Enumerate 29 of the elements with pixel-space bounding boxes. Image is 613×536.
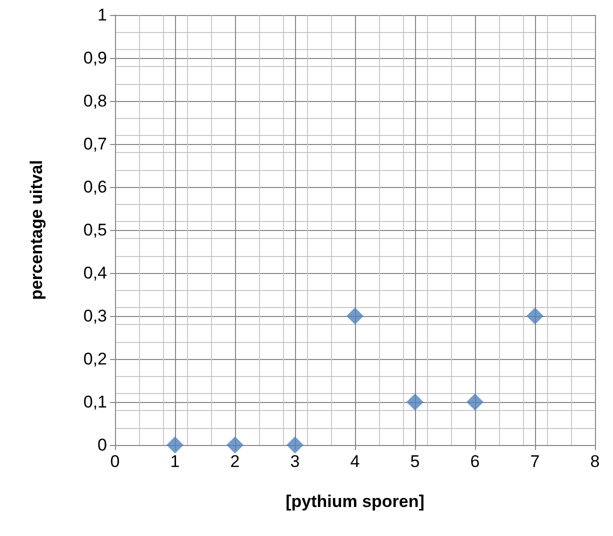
x-axis-title: [pythium sporen] <box>286 492 424 511</box>
point <box>226 436 244 454</box>
point <box>286 436 304 454</box>
x-tick-label: 7 <box>530 452 540 471</box>
point <box>346 308 364 324</box>
y-tick-label: 0,8 <box>83 92 107 110</box>
y-tick-label: 1 <box>98 6 107 24</box>
x-tick-label: 6 <box>470 452 480 471</box>
y-tick-label: 0,9 <box>83 48 107 68</box>
point <box>406 394 424 410</box>
y-tick-label: 0,7 <box>83 134 107 154</box>
x-tick-label: 2 <box>230 452 240 471</box>
point <box>166 436 184 454</box>
x-tick-label: 3 <box>290 452 300 471</box>
y-tick-label: 0,4 <box>83 264 107 282</box>
y-tick-label: 0,3 <box>83 306 107 326</box>
x-tick-label: 1 <box>170 452 180 471</box>
x-tick-label: 0 <box>110 452 120 471</box>
x-tick-label: 4 <box>350 452 360 471</box>
point <box>526 308 544 324</box>
x-tick-label: 5 <box>410 452 420 471</box>
y-tick-label: 0,2 <box>83 350 107 368</box>
y-tick-label: 0,1 <box>83 392 107 412</box>
y-tick-label: 0,6 <box>83 178 107 196</box>
point <box>466 394 484 410</box>
y-tick-label: 0,5 <box>83 220 107 240</box>
y-tick-label: 0 <box>98 436 107 454</box>
y-axis-title: percentage uitval <box>27 160 46 300</box>
x-tick-label: 8 <box>590 452 600 471</box>
